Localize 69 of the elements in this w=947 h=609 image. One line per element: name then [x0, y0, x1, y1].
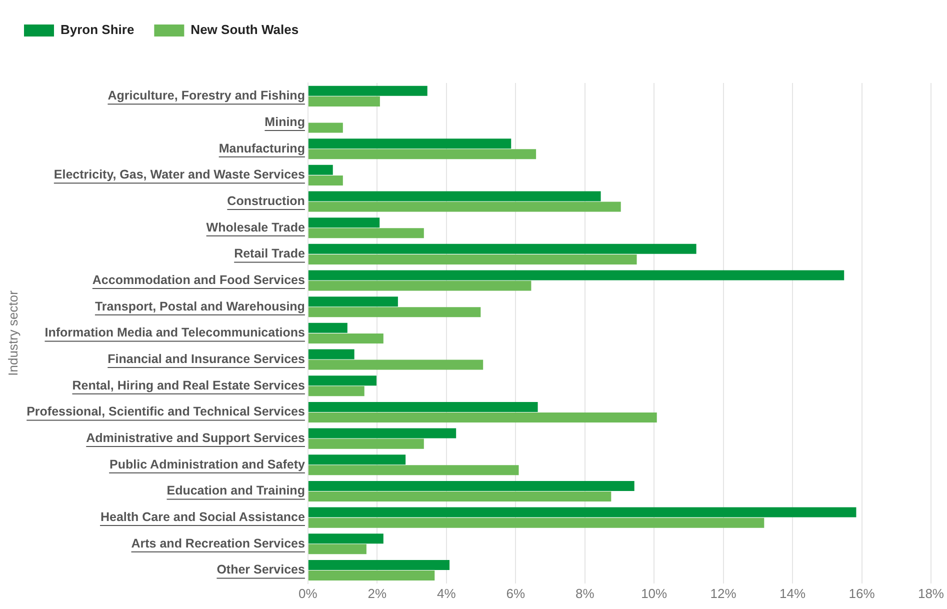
bar	[308, 191, 601, 202]
bar	[308, 270, 844, 280]
y-tick-label: Professional, Scientific and Technical Services	[26, 404, 305, 419]
y-tick-label: Electricity, Gas, Water and Waste Services	[54, 168, 305, 182]
bar	[308, 138, 512, 149]
y-tick-label: Transport, Postal and Warehousing	[94, 299, 305, 314]
y-tick-label: Information Media and Telecommunications	[44, 326, 305, 340]
bar	[308, 202, 621, 212]
y-tick-label: Agriculture, Forestry and Fishing	[108, 88, 305, 103]
bar	[308, 333, 384, 344]
bar	[308, 507, 856, 518]
y-tick-label: Other Services	[216, 562, 305, 577]
x-tick-label: 0%	[298, 586, 318, 601]
y-tick-label: Retail Trade	[234, 246, 305, 261]
bar	[308, 412, 657, 422]
y-tick-label: Manufacturing	[218, 141, 305, 156]
bar	[308, 465, 519, 476]
bar	[308, 544, 366, 554]
bar	[308, 164, 333, 175]
bar	[308, 376, 376, 386]
bar	[308, 534, 384, 544]
bar	[308, 570, 435, 581]
y-tick-label: Accommodation and Food Services	[92, 272, 305, 287]
bar	[308, 454, 406, 465]
x-tick-label: 8%	[575, 586, 595, 601]
bar	[308, 122, 343, 133]
x-tick-label: 4%	[437, 586, 456, 601]
x-tick-label: 6%	[506, 586, 526, 601]
bar	[308, 402, 538, 412]
x-tick-label: 12%	[710, 586, 737, 601]
bar	[308, 254, 637, 264]
y-tick-label: Wholesale Trade	[206, 220, 305, 234]
bar	[308, 386, 364, 396]
y-tick-label: Health Care and Social Assistance	[100, 510, 305, 524]
bar	[308, 96, 380, 106]
x-tick-label: 14%	[780, 586, 806, 601]
bar	[308, 491, 612, 502]
legend-label: Byron Shire	[60, 22, 134, 38]
x-tick-label: 16%	[848, 586, 876, 601]
bar	[308, 438, 424, 449]
bar	[308, 149, 536, 160]
y-tick-label: Mining	[264, 114, 305, 129]
bar	[308, 244, 696, 254]
bar	[308, 228, 424, 238]
bar	[308, 175, 343, 186]
x-tick-label: 2%	[368, 586, 388, 601]
bar	[308, 296, 398, 307]
y-tick-label: Financial and Insurance Services	[108, 352, 305, 366]
y-tick-label: Rental, Hiring and Real Estate Services	[72, 378, 305, 392]
bar	[308, 307, 481, 318]
bar	[308, 349, 354, 360]
y-tick-label: Education and Training	[166, 484, 305, 498]
y-tick-label: Construction	[227, 194, 305, 208]
y-axis-title: Industry sector	[5, 290, 20, 376]
y-tick-label: Public Administration and Safety	[110, 457, 305, 472]
bar	[308, 322, 348, 333]
bar	[308, 360, 484, 370]
bar	[308, 560, 450, 570]
bar	[308, 218, 380, 228]
bar	[308, 428, 456, 438]
x-tick-label: 10%	[641, 586, 668, 601]
y-tick-label: Arts and Recreation Services	[131, 536, 305, 550]
bar	[308, 86, 428, 96]
legend-label: New South Wales	[190, 22, 299, 38]
x-tick-label: 18%	[918, 586, 944, 601]
bar	[308, 280, 532, 291]
y-tick-label: Administrative and Support Services	[86, 431, 305, 445]
bar	[308, 518, 764, 528]
bar	[308, 480, 634, 491]
